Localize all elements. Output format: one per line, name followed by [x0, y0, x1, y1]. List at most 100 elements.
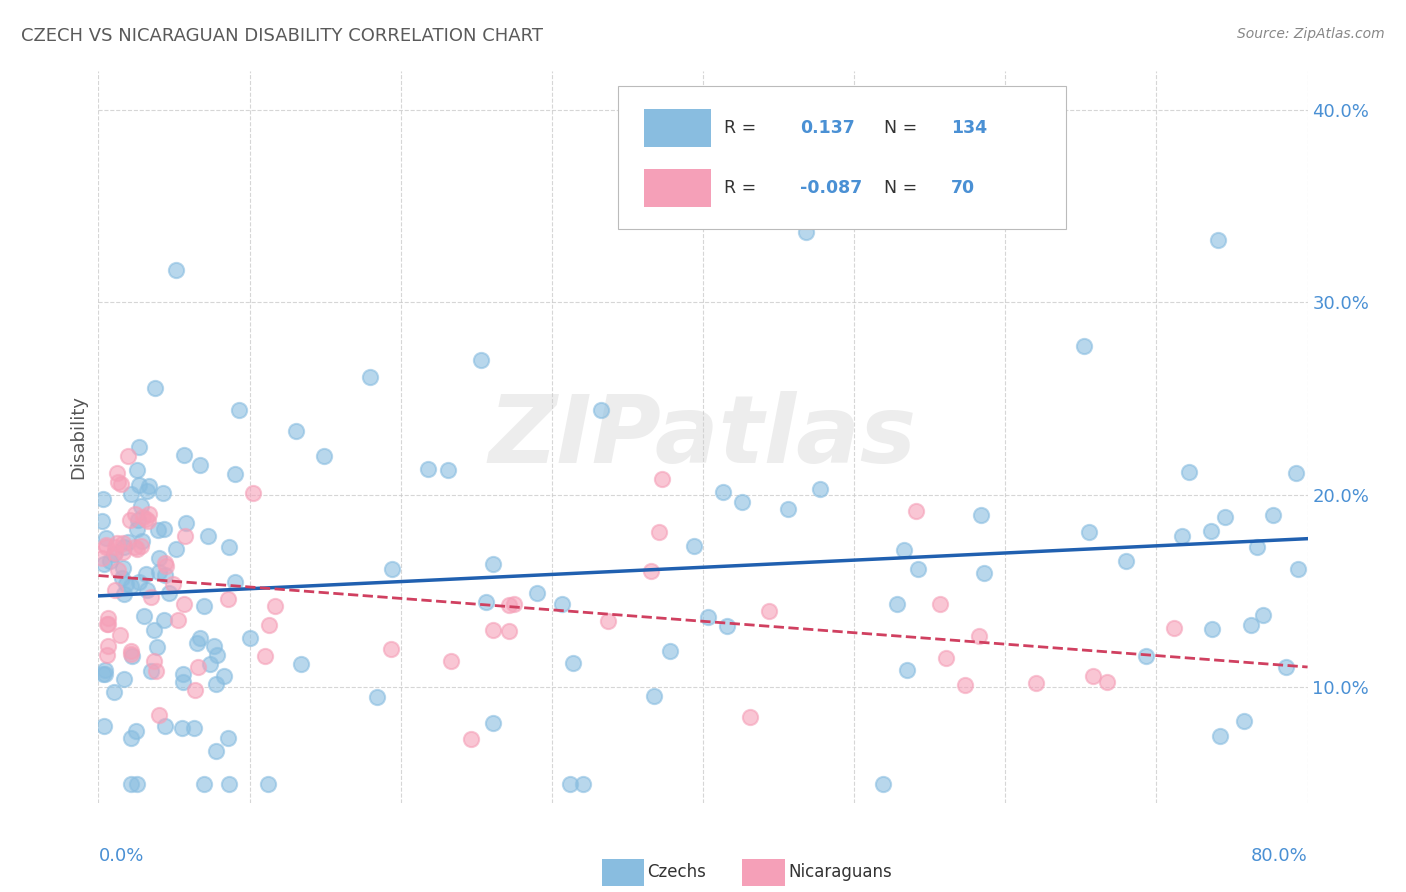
Point [778, 501, 800, 516]
Point [640, 564, 662, 578]
Point [120, 731, 142, 745]
Point [135, 484, 157, 499]
Point [153, 568, 176, 582]
Point [162, 577, 184, 591]
Text: 134: 134 [950, 119, 987, 136]
Point [138, 479, 160, 493]
Point [97, 611, 120, 625]
Point [683, 539, 706, 553]
Point [440, 654, 463, 668]
Point [117, 450, 139, 464]
Text: Nicaraguans: Nicaraguans [789, 863, 893, 881]
Point [172, 666, 194, 681]
Point [381, 562, 404, 576]
Point [284, 424, 307, 438]
Point [1081, 669, 1104, 683]
Point [437, 463, 460, 477]
Y-axis label: Disability: Disability [69, 395, 87, 479]
Point [1233, 714, 1256, 728]
Point [131, 534, 153, 549]
Point [112, 540, 135, 554]
Text: Czechs: Czechs [647, 863, 706, 881]
Point [146, 640, 169, 654]
Point [794, 225, 817, 239]
Point [125, 522, 148, 536]
Point [107, 563, 129, 577]
Point [907, 562, 929, 576]
Point [173, 448, 195, 462]
Point [886, 597, 908, 611]
Point [1163, 621, 1185, 635]
Point [254, 649, 277, 664]
Point [96, 648, 118, 662]
Point [98, 554, 121, 568]
Point [526, 586, 548, 600]
Text: Source: ZipAtlas.com: Source: ZipAtlas.com [1237, 27, 1385, 41]
Text: 80.0%: 80.0% [1251, 847, 1308, 864]
Point [120, 579, 142, 593]
Point [418, 462, 440, 476]
Point [572, 776, 595, 790]
Point [111, 545, 134, 559]
Point [1246, 540, 1268, 554]
Point [1177, 465, 1199, 479]
Point [136, 514, 159, 528]
Point [186, 660, 208, 674]
Point [264, 599, 287, 614]
Point [104, 583, 127, 598]
Point [366, 690, 388, 704]
Point [204, 744, 226, 758]
Point [953, 678, 976, 692]
Point [112, 536, 135, 550]
Point [141, 665, 163, 679]
Point [696, 610, 718, 624]
Point [598, 614, 620, 628]
Point [1275, 659, 1298, 673]
Point [1251, 608, 1274, 623]
Point [124, 541, 146, 555]
Point [132, 509, 155, 524]
Point [148, 550, 170, 565]
Point [131, 499, 153, 513]
Point [205, 648, 228, 662]
Point [1171, 529, 1194, 543]
Point [143, 381, 166, 395]
FancyBboxPatch shape [619, 86, 1066, 228]
Point [589, 402, 612, 417]
Point [242, 486, 264, 500]
Point [188, 631, 211, 645]
Point [96, 616, 118, 631]
Point [153, 522, 176, 536]
Point [1201, 524, 1223, 539]
Point [738, 710, 761, 724]
Point [643, 689, 665, 703]
Point [143, 623, 166, 637]
Point [474, 595, 496, 609]
Text: N =: N = [884, 178, 918, 196]
Point [1095, 674, 1118, 689]
Point [173, 674, 195, 689]
Point [124, 507, 146, 521]
Point [558, 776, 581, 790]
Point [96, 541, 118, 555]
Point [121, 648, 143, 663]
Text: N =: N = [884, 119, 918, 136]
Point [193, 776, 215, 790]
Point [125, 542, 148, 557]
Point [152, 613, 174, 627]
Point [188, 458, 211, 472]
Point [1208, 233, 1230, 247]
Text: ZIPatlas: ZIPatlas [489, 391, 917, 483]
Point [120, 776, 142, 790]
Point [1201, 623, 1223, 637]
Point [217, 592, 239, 607]
Point [498, 598, 520, 612]
Point [117, 535, 139, 549]
Point [111, 571, 134, 585]
Point [153, 719, 176, 733]
Point [218, 776, 240, 790]
Point [1285, 466, 1308, 480]
Point [808, 483, 831, 497]
Point [120, 647, 142, 661]
Point [157, 586, 180, 600]
